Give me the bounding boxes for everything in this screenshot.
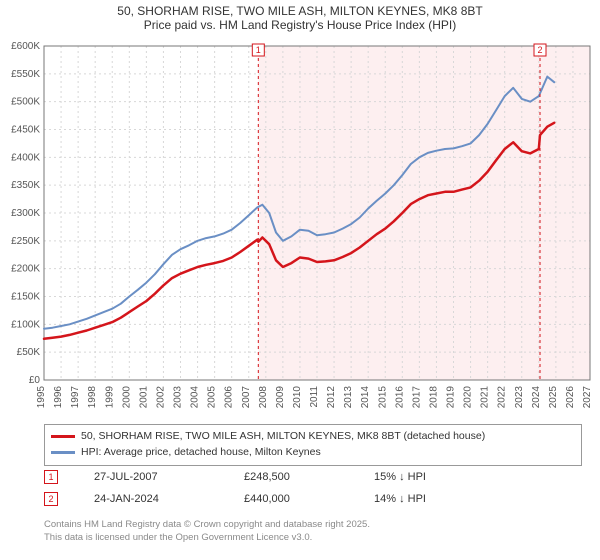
sales-table: 1 27-JUL-2007 £248,500 15% ↓ HPI 2 24-JA…	[44, 466, 582, 510]
svg-text:2027: 2027	[582, 386, 593, 409]
svg-text:2020: 2020	[463, 386, 474, 409]
sale-marker-1: 1	[44, 470, 58, 484]
svg-text:£100K: £100K	[11, 319, 40, 330]
svg-text:2025: 2025	[548, 386, 559, 409]
legend-label-property: 50, SHORHAM RISE, TWO MILE ASH, MILTON K…	[81, 429, 485, 445]
svg-text:2004: 2004	[190, 386, 201, 409]
legend-swatch-property	[51, 435, 75, 438]
svg-text:2002: 2002	[155, 386, 166, 409]
svg-text:2024: 2024	[531, 386, 542, 409]
svg-text:2022: 2022	[497, 386, 508, 409]
svg-text:1997: 1997	[70, 386, 81, 409]
svg-text:2021: 2021	[480, 386, 491, 409]
svg-text:2015: 2015	[377, 386, 388, 409]
svg-text:1999: 1999	[104, 386, 115, 409]
svg-text:2007: 2007	[241, 386, 252, 409]
svg-text:2: 2	[537, 45, 542, 55]
svg-text:2012: 2012	[326, 386, 337, 409]
title-line-1: 50, SHORHAM RISE, TWO MILE ASH, MILTON K…	[0, 4, 600, 18]
sale-delta-1: 15% ↓ HPI	[374, 471, 426, 483]
svg-text:£550K: £550K	[11, 69, 40, 80]
svg-text:£200K: £200K	[11, 264, 40, 275]
svg-text:2011: 2011	[309, 386, 320, 408]
svg-text:£400K: £400K	[11, 152, 40, 163]
chart-svg: £0 £50K £100K £150K £200K £250K £300K £350K £400…	[0, 40, 600, 420]
svg-text:2009: 2009	[275, 386, 286, 409]
svg-text:2018: 2018	[428, 386, 439, 409]
sale-date-1: 27-JUL-2007	[94, 471, 244, 483]
price-chart: £0 £50K £100K £150K £200K £250K £300K £350K £400…	[0, 40, 600, 420]
svg-text:£450K: £450K	[11, 125, 40, 136]
svg-text:£500K: £500K	[11, 97, 40, 108]
svg-text:£50K: £50K	[17, 347, 41, 358]
svg-text:1: 1	[256, 45, 261, 55]
legend-row-property: 50, SHORHAM RISE, TWO MILE ASH, MILTON K…	[51, 429, 575, 445]
sale-price-1: £248,500	[244, 471, 374, 483]
sale-date-2: 24-JAN-2024	[94, 493, 244, 505]
sale-row-1: 1 27-JUL-2007 £248,500 15% ↓ HPI	[44, 466, 582, 488]
title-line-2: Price paid vs. HM Land Registry's House …	[0, 18, 600, 32]
svg-text:2019: 2019	[446, 386, 457, 409]
sale-marker-2: 2	[44, 492, 58, 506]
svg-text:2014: 2014	[360, 386, 371, 409]
svg-text:2010: 2010	[292, 386, 303, 409]
sale-row-2: 2 24-JAN-2024 £440,000 14% ↓ HPI	[44, 488, 582, 510]
svg-text:1995: 1995	[36, 386, 47, 409]
sale-price-2: £440,000	[244, 493, 374, 505]
legend-box: 50, SHORHAM RISE, TWO MILE ASH, MILTON K…	[44, 424, 582, 466]
svg-text:2003: 2003	[173, 386, 184, 409]
svg-text:£250K: £250K	[11, 236, 40, 247]
license-line-1: Contains HM Land Registry data © Crown c…	[44, 519, 370, 531]
license-line-2: This data is licensed under the Open Gov…	[44, 532, 370, 544]
svg-text:2026: 2026	[565, 386, 576, 409]
svg-text:£0: £0	[29, 375, 41, 386]
legend-swatch-hpi	[51, 451, 75, 454]
legend-row-hpi: HPI: Average price, detached house, Milt…	[51, 445, 575, 461]
svg-text:£150K: £150K	[11, 292, 40, 303]
svg-text:2000: 2000	[121, 386, 132, 409]
legend-label-hpi: HPI: Average price, detached house, Milt…	[81, 445, 321, 461]
license-text: Contains HM Land Registry data © Crown c…	[44, 519, 370, 544]
svg-text:2006: 2006	[224, 386, 235, 409]
svg-text:2001: 2001	[138, 386, 149, 409]
chart-title-block: 50, SHORHAM RISE, TWO MILE ASH, MILTON K…	[0, 0, 600, 32]
sale-delta-2: 14% ↓ HPI	[374, 493, 426, 505]
svg-text:2016: 2016	[394, 386, 405, 409]
svg-text:£350K: £350K	[11, 180, 40, 191]
svg-text:1996: 1996	[53, 386, 64, 409]
svg-text:2023: 2023	[514, 386, 525, 409]
svg-text:2008: 2008	[258, 386, 269, 409]
svg-text:2013: 2013	[343, 386, 354, 409]
svg-text:2005: 2005	[207, 386, 218, 409]
svg-text:£600K: £600K	[11, 41, 40, 52]
svg-text:2017: 2017	[411, 386, 422, 409]
svg-text:1998: 1998	[87, 386, 98, 409]
svg-text:£300K: £300K	[11, 208, 40, 219]
